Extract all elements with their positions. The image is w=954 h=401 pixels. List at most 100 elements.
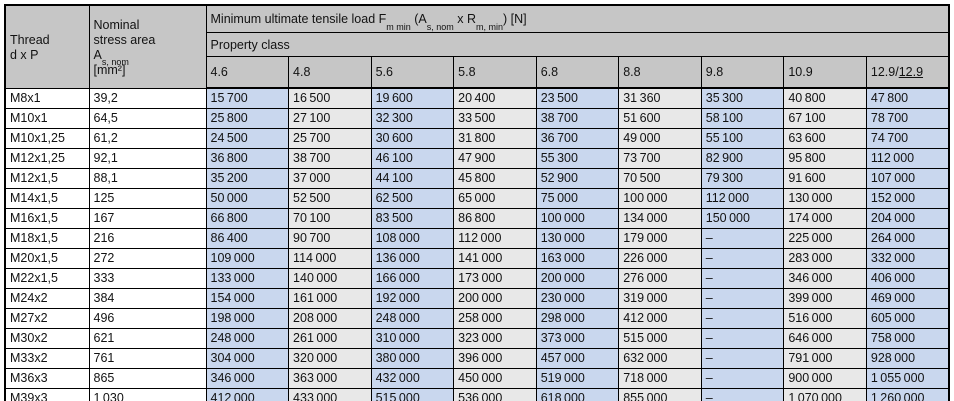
table-title: Minimum ultimate tensile load Fm min (As…: [205, 4, 950, 33]
load-value-cell: 66 800: [205, 208, 290, 229]
col-header-thread-line2: d x P: [10, 47, 39, 62]
thread-cell: M22x1,5: [4, 268, 90, 289]
load-value-cell: –: [700, 288, 785, 309]
table-row: M12x1,25 92,1 36 800 38 700 46 100 47 900 55 3…: [4, 148, 950, 169]
stress-area-cell: 384: [88, 288, 207, 309]
table-row: M10x1,25 61,2 24 500 25 700 30 600 31 800 36 7…: [4, 128, 950, 149]
load-value-cell: 38 700: [288, 148, 372, 169]
load-value-cell: 519 000: [535, 368, 620, 389]
load-value-cell: 380 000: [370, 348, 455, 369]
class-header-4: 6.8: [535, 56, 620, 89]
load-value-cell: 225 000: [783, 228, 867, 249]
load-value-cell: 20 400: [453, 87, 537, 109]
load-value-cell: 276 000: [618, 268, 702, 289]
load-value-cell: 83 500: [370, 208, 455, 229]
col-header-stress-area: Nominal stress area As, nom [mm²]: [88, 4, 207, 89]
load-value-cell: 332 000: [865, 248, 950, 269]
load-value-cell: 323 000: [453, 328, 537, 349]
class-header-1: 4.8: [288, 56, 372, 89]
stress-area-cell: 92,1: [88, 148, 207, 169]
load-value-cell: 47 800: [865, 87, 950, 109]
load-value-cell: 605 000: [865, 308, 950, 329]
table-row: M12x1,5 88,1 35 200 37 000 44 100 45 800 52 90…: [4, 168, 950, 189]
load-value-cell: 16 500: [288, 87, 372, 109]
load-value-cell: 37 000: [288, 168, 372, 189]
table-row: M8x1 39,2 15 700 16 500 19 600 20 400 23 500 31…: [4, 87, 950, 109]
table-row: M27x2 496 198 000 208 000 248 000 258 000 298 …: [4, 308, 950, 329]
load-value-cell: –: [700, 388, 785, 401]
load-value-cell: 204 000: [865, 208, 950, 229]
thread-cell: M39x3: [4, 388, 90, 401]
stress-area-cell: 125: [88, 188, 207, 209]
load-value-cell: 1 260 000: [865, 388, 950, 401]
table-header: Thread d x P Nominal stress area As, nom…: [4, 4, 950, 89]
thread-cell: M18x1,5: [4, 228, 90, 249]
table-row: M10x1 64,5 25 800 27 100 32 300 33 500 38 700 5…: [4, 108, 950, 129]
stress-area-cell: 333: [88, 268, 207, 289]
load-value-cell: 230 000: [535, 288, 620, 309]
load-value-cell: 65 000: [453, 188, 537, 209]
load-value-cell: 646 000: [783, 328, 867, 349]
thread-cell: M10x1: [4, 108, 90, 129]
table-row: M18x1,5 216 86 400 90 700 108 000 112 000 130 …: [4, 228, 950, 249]
load-value-cell: 179 000: [618, 228, 702, 249]
load-value-cell: 130 000: [535, 228, 620, 249]
load-value-cell: 130 000: [783, 188, 867, 209]
class-header-0: 4.6: [205, 56, 290, 89]
load-value-cell: 44 100: [370, 168, 455, 189]
load-value-cell: 55 300: [535, 148, 620, 169]
load-value-cell: 432 000: [370, 368, 455, 389]
load-value-cell: 136 000: [370, 248, 455, 269]
load-value-cell: 50 000: [205, 188, 290, 209]
thread-cell: M36x3: [4, 368, 90, 389]
stress-area-cell: 1 030: [88, 388, 207, 401]
class-header-3: 5.8: [453, 56, 537, 89]
col-header-area-unit: [mm²]: [93, 62, 126, 77]
thread-cell: M30x2: [4, 328, 90, 349]
load-value-cell: 109 000: [205, 248, 290, 269]
load-value-cell: 51 600: [618, 108, 702, 129]
load-value-cell: 310 000: [370, 328, 455, 349]
col-header-area-line2: stress area: [93, 32, 156, 47]
load-value-cell: –: [700, 308, 785, 329]
class-header-8: 12.9/12.9: [865, 56, 950, 89]
load-value-cell: 363 000: [288, 368, 372, 389]
col-header-area-line1: Nominal: [93, 17, 140, 32]
stress-area-cell: 167: [88, 208, 207, 229]
load-value-cell: 469 000: [865, 288, 950, 309]
load-value-cell: 304 000: [205, 348, 290, 369]
load-value-cell: 406 000: [865, 268, 950, 289]
load-value-cell: 36 800: [205, 148, 290, 169]
load-value-cell: 82 900: [700, 148, 785, 169]
load-value-cell: 264 000: [865, 228, 950, 249]
load-value-cell: 152 000: [865, 188, 950, 209]
stress-area-cell: 216: [88, 228, 207, 249]
col-header-thread-line1: Thread: [10, 32, 50, 47]
load-value-cell: 19 600: [370, 87, 455, 109]
load-value-cell: 150 000: [700, 208, 785, 229]
load-value-cell: 298 000: [535, 308, 620, 329]
load-value-cell: 198 000: [205, 308, 290, 329]
load-value-cell: 25 800: [205, 108, 290, 129]
load-value-cell: 226 000: [618, 248, 702, 269]
stress-area-cell: 61,2: [88, 128, 207, 149]
load-value-cell: –: [700, 228, 785, 249]
load-value-cell: 35 200: [205, 168, 290, 189]
load-value-cell: 200 000: [453, 288, 537, 309]
load-value-cell: 24 500: [205, 128, 290, 149]
load-value-cell: 47 900: [453, 148, 537, 169]
load-value-cell: 45 800: [453, 168, 537, 189]
load-value-cell: 791 000: [783, 348, 867, 369]
load-value-cell: 134 000: [618, 208, 702, 229]
load-value-cell: 95 800: [783, 148, 867, 169]
load-value-cell: 108 000: [370, 228, 455, 249]
load-value-cell: 200 000: [535, 268, 620, 289]
table-row: M22x1,5 333 133 000 140 000 166 000 173 000 20…: [4, 268, 950, 289]
load-value-cell: 319 000: [618, 288, 702, 309]
load-value-cell: –: [700, 268, 785, 289]
load-value-cell: 86 800: [453, 208, 537, 229]
table-row: M20x1,5 272 109 000 114 000 136 000 141 000 16…: [4, 248, 950, 269]
load-value-cell: 346 000: [205, 368, 290, 389]
thread-cell: M12x1,5: [4, 168, 90, 189]
